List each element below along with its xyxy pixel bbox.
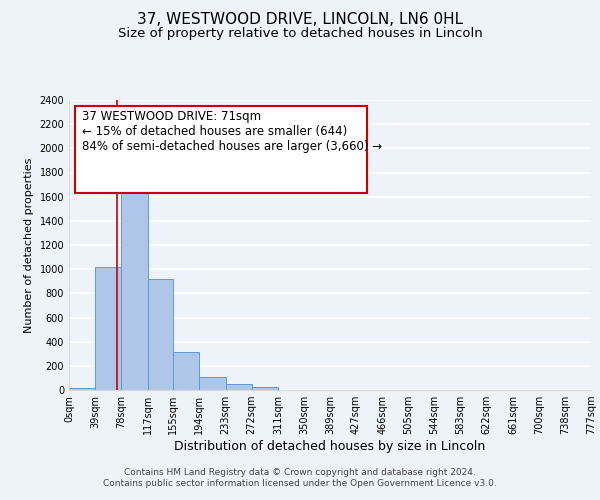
Bar <box>252 387 278 390</box>
Bar <box>226 384 252 390</box>
Bar <box>173 352 199 390</box>
Text: 37 WESTWOOD DRIVE: 71sqm
← 15% of detached houses are smaller (644)
84% of semi-: 37 WESTWOOD DRIVE: 71sqm ← 15% of detach… <box>82 110 382 153</box>
Bar <box>95 267 121 390</box>
Bar <box>148 279 173 390</box>
Text: 37, WESTWOOD DRIVE, LINCOLN, LN6 0HL: 37, WESTWOOD DRIVE, LINCOLN, LN6 0HL <box>137 12 463 28</box>
Text: Size of property relative to detached houses in Lincoln: Size of property relative to detached ho… <box>118 28 482 40</box>
Bar <box>69 388 95 390</box>
Bar <box>121 160 148 390</box>
Y-axis label: Number of detached properties: Number of detached properties <box>24 158 34 332</box>
X-axis label: Distribution of detached houses by size in Lincoln: Distribution of detached houses by size … <box>175 440 485 453</box>
Text: Contains HM Land Registry data © Crown copyright and database right 2024.
Contai: Contains HM Land Registry data © Crown c… <box>103 468 497 487</box>
Bar <box>199 378 226 390</box>
